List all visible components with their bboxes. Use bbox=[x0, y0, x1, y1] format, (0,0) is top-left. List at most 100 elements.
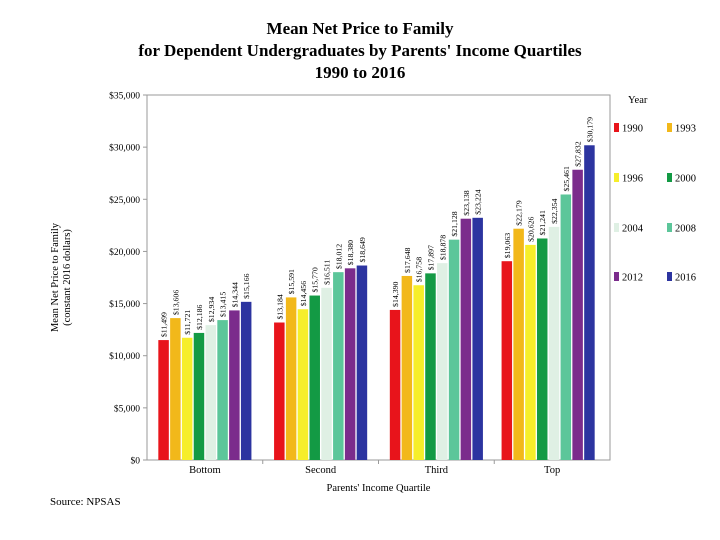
data-label: $11,721 bbox=[183, 310, 192, 335]
x-axis-label: Parents' Income Quartile bbox=[327, 483, 431, 494]
data-label: $20,626 bbox=[526, 216, 535, 241]
data-label: $21,128 bbox=[450, 211, 459, 236]
bar-2012-second bbox=[344, 268, 356, 460]
y-tick-label: $10,000 bbox=[109, 351, 140, 362]
y-tick-label: $35,000 bbox=[109, 91, 140, 102]
legend-label-2016: 2016 bbox=[675, 273, 696, 284]
legend-swatch-1990 bbox=[614, 123, 619, 132]
x-tick-label: Top bbox=[544, 465, 560, 476]
legend-label-2012: 2012 bbox=[622, 273, 643, 284]
data-label: $30,179 bbox=[585, 117, 594, 142]
bar-2016-top bbox=[584, 145, 595, 461]
legend-label-2000: 2000 bbox=[675, 174, 696, 185]
bar-2004-bottom bbox=[205, 325, 217, 460]
data-label: $21,241 bbox=[538, 210, 547, 235]
bar-1996-third bbox=[413, 285, 424, 460]
bar-2004-second bbox=[321, 287, 332, 460]
bar-2012-third bbox=[460, 218, 472, 460]
y-tick-label: $0 bbox=[131, 456, 141, 467]
bar-1990-bottom bbox=[158, 340, 169, 460]
x-tick-label: Second bbox=[305, 465, 337, 476]
legend-label-2008: 2008 bbox=[675, 224, 696, 235]
data-label: $17,897 bbox=[426, 245, 435, 270]
data-label: $18,649 bbox=[358, 237, 367, 262]
data-label: $14,456 bbox=[299, 281, 308, 306]
data-label: $17,648 bbox=[403, 248, 412, 273]
bar-2004-top bbox=[548, 226, 560, 460]
bar-2000-second bbox=[309, 295, 320, 460]
bar-1996-second bbox=[297, 309, 309, 460]
bar-1993-top bbox=[513, 228, 524, 460]
y-tick-label: $25,000 bbox=[109, 195, 140, 206]
data-label: $22,179 bbox=[515, 200, 524, 225]
data-label: $19,063 bbox=[503, 233, 512, 258]
data-label: $18,878 bbox=[438, 235, 447, 260]
data-label: $25,461 bbox=[562, 166, 571, 191]
bar-1993-bottom bbox=[170, 318, 181, 460]
legend-swatch-2000 bbox=[667, 173, 672, 182]
chart-title-line-2: for Dependent Undergraduates by Parents'… bbox=[138, 41, 582, 60]
bar-2016-second bbox=[356, 265, 368, 460]
data-label: $12,934 bbox=[207, 297, 216, 322]
legend-label-1990: 1990 bbox=[622, 124, 643, 135]
y-axis-label-line-2: (constant 2016 dollars) bbox=[62, 229, 73, 326]
legend-label-1993: 1993 bbox=[675, 124, 696, 135]
bar-2008-third bbox=[448, 239, 460, 460]
data-label: $15,770 bbox=[311, 267, 320, 292]
data-label: $16,511 bbox=[323, 260, 332, 285]
bar-2008-top bbox=[560, 194, 572, 460]
bar-2016-third bbox=[472, 217, 483, 460]
bar-1993-second bbox=[285, 297, 297, 460]
legend-label-2004: 2004 bbox=[622, 224, 644, 235]
y-tick-label: $30,000 bbox=[109, 143, 140, 154]
bar-1990-second bbox=[274, 322, 285, 460]
source-note: Source: NPSAS bbox=[50, 496, 121, 508]
data-label: $27,832 bbox=[574, 141, 583, 166]
data-label: $11,499 bbox=[160, 312, 169, 337]
data-label: $12,186 bbox=[195, 304, 204, 329]
legend-swatch-1996 bbox=[614, 173, 619, 182]
y-axis-label-line-1: Mean Net Price to Family bbox=[50, 222, 61, 332]
y-tick-label: $15,000 bbox=[109, 299, 140, 310]
chart-title-line-1: Mean Net Price to Family bbox=[266, 19, 454, 38]
bar-1996-bottom bbox=[181, 337, 193, 460]
bar-2008-bottom bbox=[217, 320, 228, 460]
legend-swatch-2016 bbox=[667, 272, 672, 281]
data-label: $18,012 bbox=[334, 244, 343, 269]
bar-2008-second bbox=[333, 272, 344, 460]
data-label: $13,606 bbox=[171, 290, 180, 315]
bar-1990-top bbox=[501, 261, 513, 460]
chart-title-line-3: 1990 to 2016 bbox=[314, 63, 406, 82]
legend-swatch-2012 bbox=[614, 272, 619, 281]
data-label: $14,344 bbox=[230, 282, 239, 307]
bar-2004-third bbox=[437, 263, 448, 460]
bar-2000-top bbox=[536, 238, 548, 460]
data-label: $16,758 bbox=[415, 257, 424, 282]
bar-1990-third bbox=[389, 309, 401, 460]
data-label: $13,184 bbox=[275, 294, 284, 319]
data-label: $18,380 bbox=[346, 240, 355, 265]
y-tick-label: $5,000 bbox=[114, 403, 140, 414]
bar-1996-top bbox=[525, 244, 536, 460]
legend-swatch-2004 bbox=[614, 223, 619, 232]
bar-1993-third bbox=[401, 275, 413, 460]
data-label: $14,390 bbox=[391, 281, 400, 306]
bar-2012-top bbox=[572, 169, 583, 460]
x-tick-label: Bottom bbox=[189, 465, 221, 476]
data-label: $13,415 bbox=[219, 292, 228, 317]
bar-2016-bottom bbox=[240, 301, 252, 460]
legend-title: Year bbox=[628, 95, 648, 106]
data-label: $23,224 bbox=[474, 189, 483, 214]
bar-2000-bottom bbox=[193, 332, 205, 460]
data-label: $23,138 bbox=[462, 190, 471, 215]
legend-label-1996: 1996 bbox=[622, 174, 643, 185]
data-label: $22,354 bbox=[550, 198, 559, 223]
data-label: $15,166 bbox=[242, 273, 251, 298]
data-label: $15,591 bbox=[287, 269, 296, 294]
legend-swatch-1993 bbox=[667, 123, 672, 132]
bar-2000-third bbox=[425, 273, 436, 460]
x-tick-label: Third bbox=[425, 465, 449, 476]
y-tick-label: $20,000 bbox=[109, 247, 140, 258]
bar-2012-bottom bbox=[229, 310, 240, 460]
